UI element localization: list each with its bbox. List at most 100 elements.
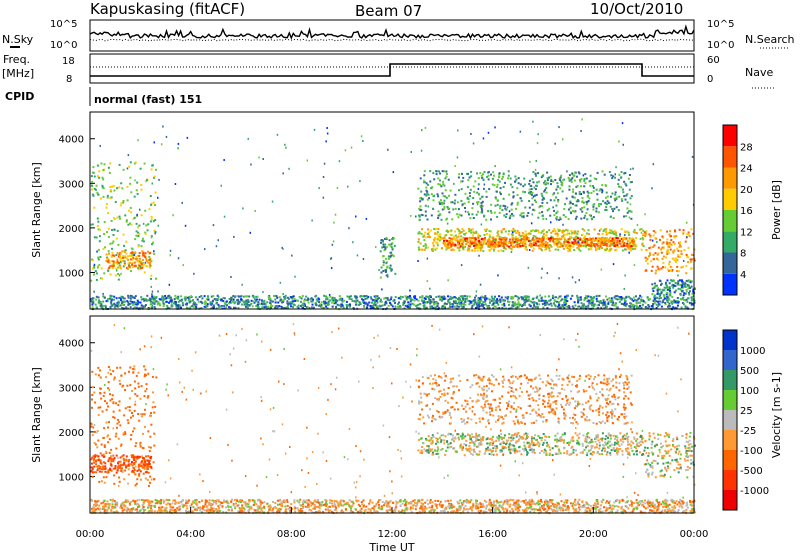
data-cell bbox=[613, 435, 615, 437]
data-cell bbox=[569, 243, 571, 245]
data-cell bbox=[442, 202, 444, 204]
data-cell bbox=[593, 296, 595, 298]
data-cell bbox=[479, 242, 481, 244]
data-cell bbox=[564, 203, 566, 205]
data-cell bbox=[142, 253, 144, 255]
data-cell bbox=[621, 450, 623, 452]
data-cell bbox=[142, 238, 144, 240]
data-cell bbox=[326, 127, 328, 129]
data-cell bbox=[428, 194, 430, 196]
data-cell bbox=[687, 288, 689, 290]
data-cell bbox=[216, 245, 218, 247]
data-cell bbox=[430, 230, 432, 232]
data-cell bbox=[154, 306, 156, 308]
data-cell bbox=[130, 417, 132, 419]
data-cell bbox=[628, 296, 630, 298]
data-cell bbox=[107, 261, 109, 263]
data-cell bbox=[585, 182, 587, 184]
data-cell bbox=[568, 305, 570, 307]
data-cell bbox=[669, 294, 671, 296]
noise-panel: N.Sky 10^5 10^0 10^5 10^0 N.Search bbox=[2, 19, 795, 51]
data-cell bbox=[101, 463, 103, 465]
data-cell bbox=[507, 301, 509, 303]
data-cell bbox=[483, 188, 485, 190]
data-cell bbox=[625, 183, 627, 185]
data-cell bbox=[98, 374, 100, 376]
data-cell bbox=[133, 467, 135, 469]
data-cell bbox=[601, 269, 603, 271]
data-cell bbox=[112, 455, 114, 457]
data-cell bbox=[471, 243, 473, 245]
cpid-value: normal (fast) 151 bbox=[94, 93, 202, 106]
data-cell bbox=[494, 184, 496, 186]
data-cell bbox=[204, 306, 206, 308]
data-cell bbox=[528, 183, 530, 185]
data-cell bbox=[425, 127, 427, 129]
data-cell bbox=[630, 168, 632, 170]
data-cell bbox=[366, 297, 368, 299]
data-cell bbox=[98, 264, 100, 266]
data-cell bbox=[519, 245, 521, 247]
data-cell bbox=[430, 295, 432, 297]
data-cell bbox=[387, 274, 389, 276]
data-cell bbox=[530, 240, 532, 242]
data-cell bbox=[423, 239, 425, 241]
data-cell bbox=[461, 173, 463, 175]
data-cell bbox=[467, 241, 469, 243]
data-cell bbox=[414, 300, 416, 302]
data-cell bbox=[150, 412, 152, 414]
data-cell bbox=[666, 292, 668, 294]
colorbar-tick-label: 12 bbox=[740, 227, 753, 238]
data-cell bbox=[154, 406, 156, 408]
data-cell bbox=[432, 301, 434, 303]
data-cell bbox=[664, 266, 666, 268]
data-cell bbox=[113, 255, 115, 257]
data-cell bbox=[182, 304, 184, 306]
data-cell bbox=[497, 274, 499, 276]
data-cell bbox=[684, 249, 686, 251]
noise-right-tick-top: 10^5 bbox=[707, 19, 734, 30]
data-cell bbox=[681, 280, 683, 282]
data-cell bbox=[533, 196, 535, 198]
data-cell bbox=[376, 300, 378, 302]
colorbar-swatch bbox=[723, 253, 737, 274]
data-cell bbox=[481, 224, 483, 226]
data-cell bbox=[427, 258, 429, 260]
data-cell bbox=[425, 195, 427, 197]
data-cell bbox=[468, 213, 470, 215]
data-cell bbox=[489, 241, 491, 243]
data-cell bbox=[499, 212, 501, 214]
data-cell bbox=[390, 255, 392, 257]
data-cell bbox=[103, 196, 105, 198]
data-cell bbox=[458, 189, 460, 191]
data-cell bbox=[558, 126, 560, 128]
data-cell bbox=[400, 298, 402, 300]
data-cell bbox=[375, 246, 377, 248]
data-cell bbox=[103, 427, 105, 429]
data-cell bbox=[434, 237, 436, 239]
data-cell bbox=[610, 240, 612, 242]
data-cell bbox=[118, 467, 120, 469]
data-cell bbox=[391, 242, 393, 244]
data-cell bbox=[272, 201, 274, 203]
data-cell bbox=[120, 257, 122, 259]
data-cell bbox=[384, 244, 386, 246]
data-cell bbox=[528, 267, 530, 269]
data-cell bbox=[607, 196, 609, 198]
data-cell bbox=[103, 233, 105, 235]
data-cell bbox=[151, 218, 153, 220]
data-cell bbox=[628, 234, 630, 236]
data-cell bbox=[155, 297, 157, 299]
data-cell bbox=[657, 301, 659, 303]
data-cell bbox=[155, 192, 157, 194]
data-cell bbox=[538, 300, 540, 302]
data-cell bbox=[307, 160, 309, 162]
data-cell bbox=[612, 175, 614, 177]
data-cell bbox=[533, 301, 535, 303]
data-cell bbox=[163, 297, 165, 299]
data-cell bbox=[449, 306, 451, 308]
data-cell bbox=[390, 252, 392, 254]
data-cell bbox=[300, 301, 302, 303]
data-cell bbox=[450, 234, 452, 236]
data-cell bbox=[99, 235, 101, 237]
